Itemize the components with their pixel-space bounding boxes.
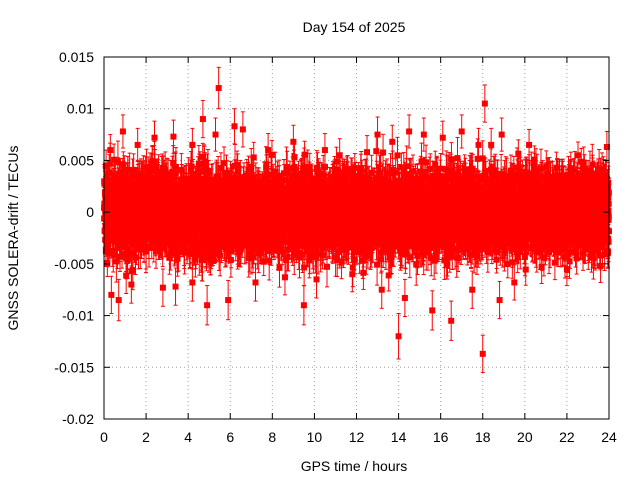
point-marker [105, 249, 112, 256]
point-marker [119, 250, 126, 257]
point-marker [109, 247, 116, 254]
data-series [101, 66, 612, 373]
point-marker [132, 254, 139, 261]
point-marker [123, 182, 130, 189]
point-marker [124, 245, 131, 252]
point-marker [105, 181, 112, 188]
chart-title: Day 154 of 2025 [303, 19, 406, 35]
point-marker [104, 260, 111, 267]
point-marker [172, 163, 179, 170]
point-marker [114, 245, 121, 252]
point-marker [114, 159, 121, 166]
